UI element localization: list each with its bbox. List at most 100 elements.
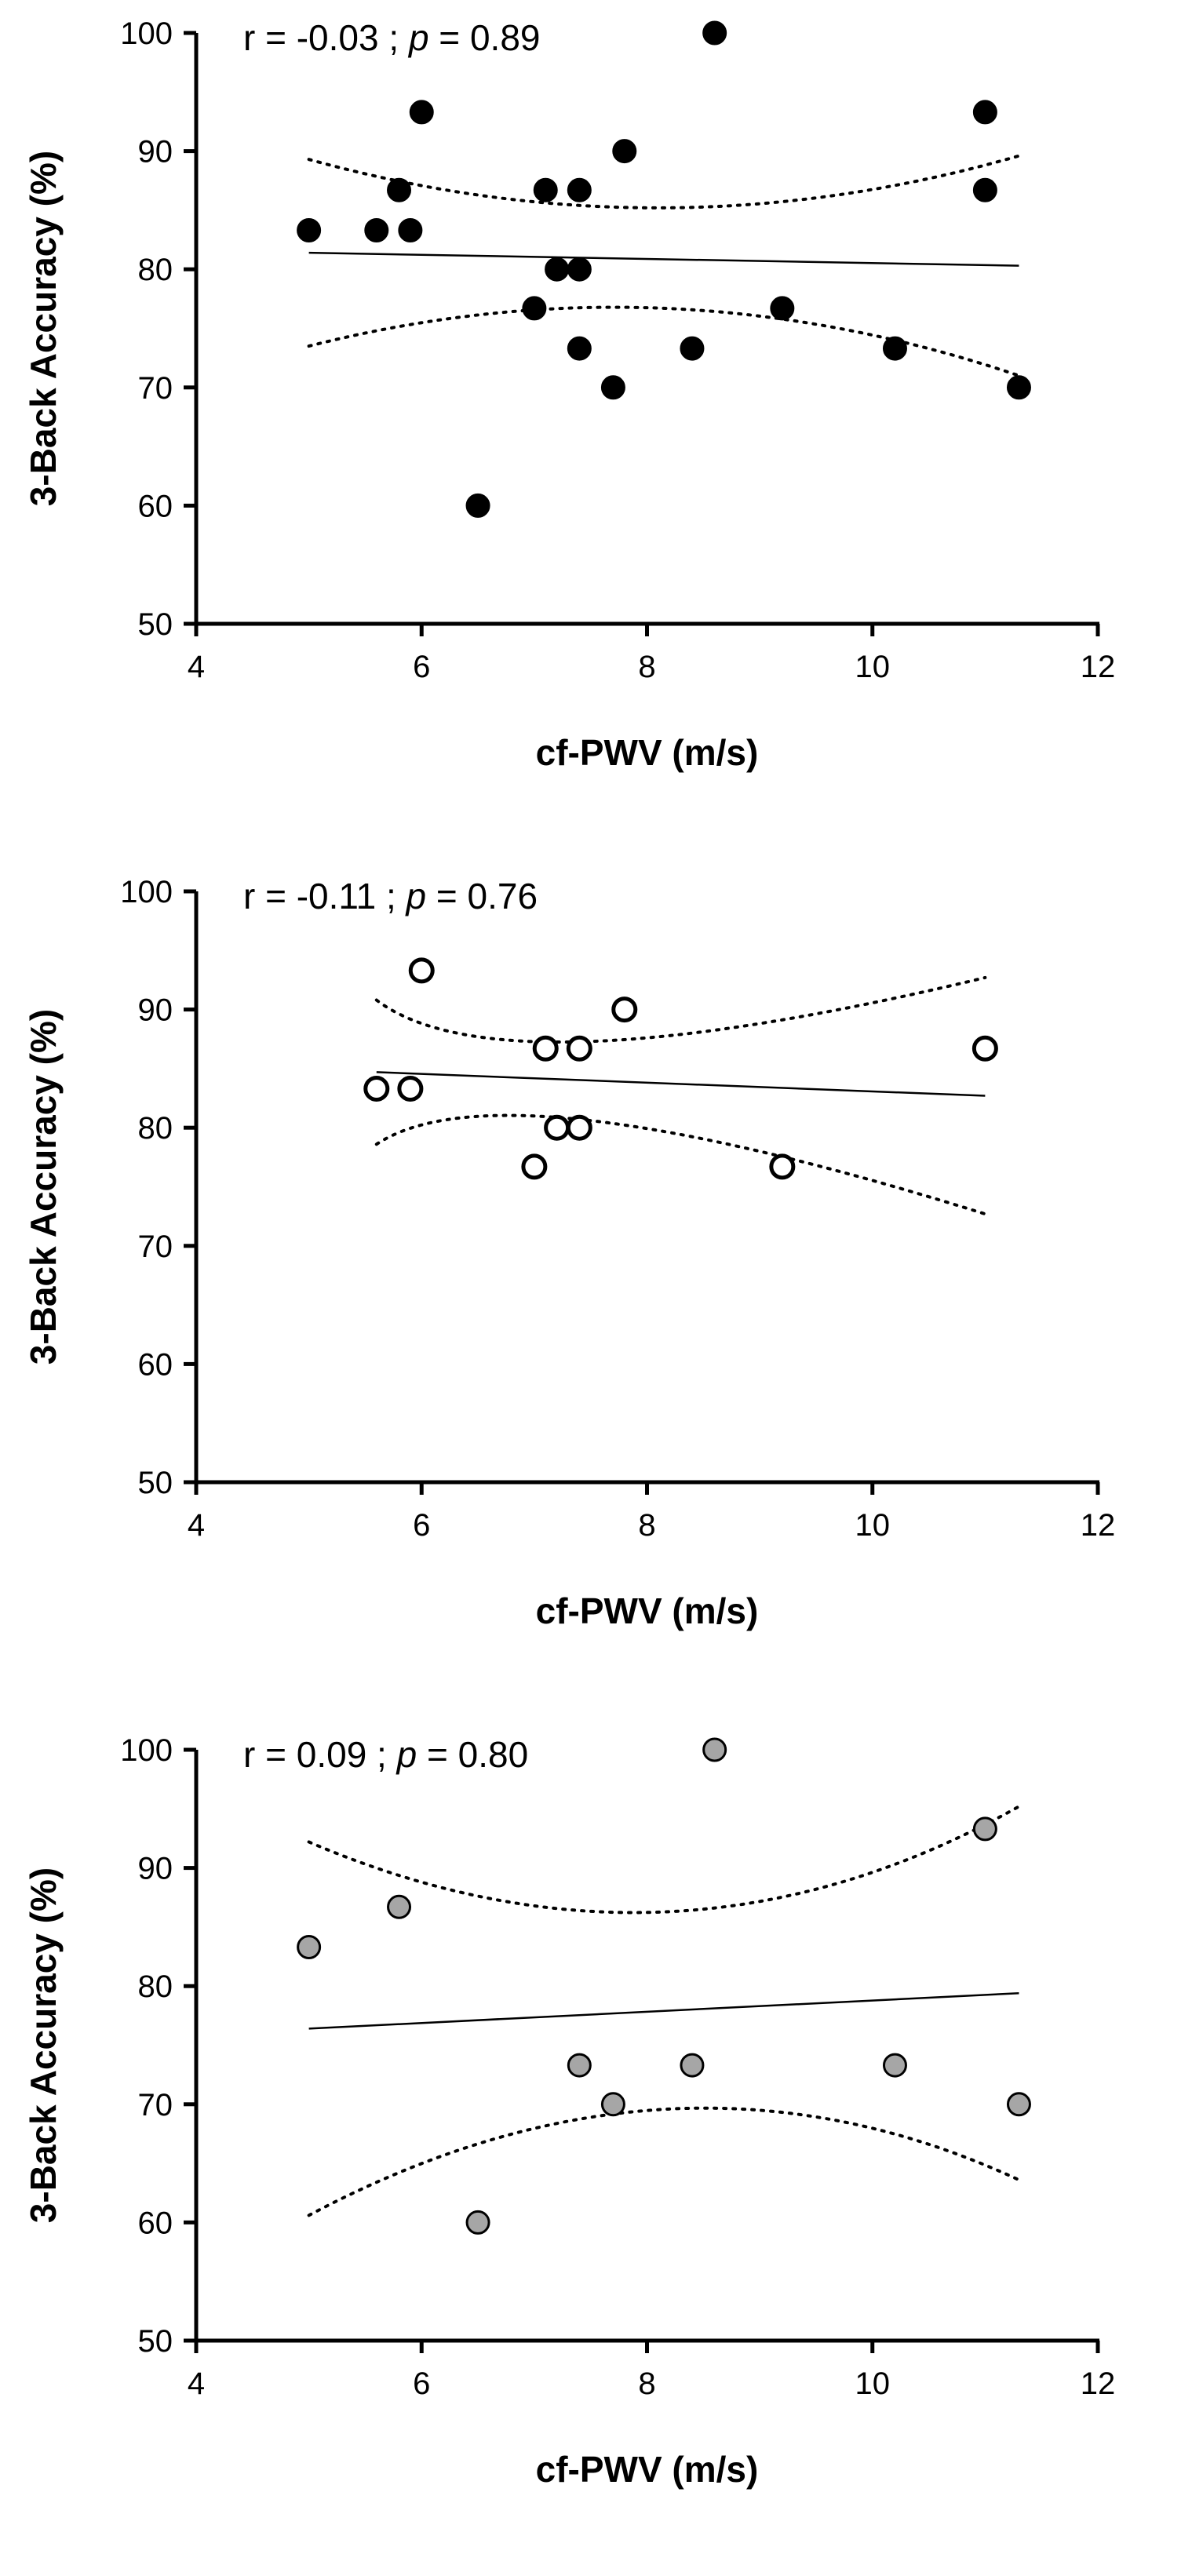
y-tick-label: 80 [138,1111,173,1146]
p-value: = 0.76 [426,876,538,916]
data-point [600,375,625,400]
x-tick-label: 12 [1081,2366,1116,2401]
y-tick-label: 100 [120,875,173,909]
scatter-panel-gray-markers: 50 60 70 80 90 100 4 6 8 10 12 cf-PWV (m/s) 3-Back A… [23,1733,1116,2490]
y-tick-label: 100 [120,16,173,51]
data-point [702,1737,727,1762]
data-point [408,957,435,984]
data-point [567,336,592,361]
p-symbol: p [407,17,429,58]
correlation-annotation: r = -0.03 ; p = 0.89 [243,17,540,58]
y-tick-label: 70 [138,371,173,406]
correlation-annotation: r = 0.09 ; p = 0.80 [243,1734,528,1775]
data-point [972,1816,997,1842]
data-point [770,296,795,321]
x-tick-label: 12 [1081,1508,1116,1543]
data-point [612,139,637,164]
scatter-panel-all: 50 60 70 80 90 100 4 6 8 10 12 cf-PWV (m/s) 3-Back A… [23,16,1116,773]
r-value: r = -0.03 ; [243,17,409,58]
y-tick-label: 80 [138,1969,173,2004]
data-point [702,20,727,46]
ci-lower-band [374,1113,987,1216]
data-point [567,257,592,282]
x-tick-label: 8 [638,1508,655,1543]
y-tick-label: 50 [138,1466,173,1500]
p-symbol: p [396,1734,417,1775]
x-tick-label: 4 [188,1508,205,1543]
ci-upper-band [374,975,987,1044]
data-point [567,177,592,202]
x-tick-label: 12 [1081,650,1116,684]
data-point [409,100,434,125]
p-value: = 0.80 [417,1734,528,1775]
x-tick-label: 6 [413,1508,430,1543]
data-point [567,2053,592,2078]
data-point [521,1153,548,1180]
data-point [545,257,570,282]
x-tick-label: 8 [638,650,655,684]
data-point [600,2092,625,2117]
data-point [882,2053,907,2078]
data-point [1006,375,1031,400]
y-tick-label: 90 [138,135,173,169]
y-tick-label: 90 [138,993,173,1028]
data-point [971,1035,998,1062]
regression-line [308,1991,1019,2030]
y-tick-label: 60 [138,489,173,523]
y-tick-label: 50 [138,2324,173,2359]
x-tick-label: 10 [855,1508,891,1543]
p-value: = 0.89 [429,17,541,58]
p-symbol: p [405,876,427,916]
data-point [297,218,322,243]
ci-lower-band [307,305,1021,377]
data-point [522,296,547,321]
x-axis-label: cf-PWV (m/s) [536,1590,759,1631]
r-value: r = -0.11 ; [243,876,406,916]
y-tick-label: 70 [138,2088,173,2122]
data-point [882,336,907,361]
data-point [533,177,558,202]
regression-line [376,1071,986,1097]
data-point [387,1894,412,1919]
data-point [972,100,997,125]
y-tick-label: 60 [138,1347,173,1382]
data-point [364,218,389,243]
data-point [1006,2092,1031,2117]
x-tick-label: 6 [413,650,430,684]
y-tick-label: 100 [120,1733,173,1768]
x-tick-label: 10 [855,2366,891,2401]
y-axis-label: 3-Back Accuracy (%) [23,1009,64,1365]
data-point [611,997,638,1023]
y-tick-label: 60 [138,2206,173,2240]
r-value: r = 0.09 ; [243,1734,397,1775]
data-point [544,1114,570,1141]
x-tick-label: 10 [855,650,891,684]
y-axis-label: 3-Back Accuracy (%) [23,1867,64,2223]
data-point [769,1153,796,1180]
y-tick-label: 50 [138,607,173,642]
y-tick-label: 90 [138,1852,173,1886]
x-tick-label: 4 [188,2366,205,2401]
ci-lower-band [307,2106,1021,2217]
data-point [566,1114,592,1141]
x-tick-label: 4 [188,650,205,684]
x-axis-label: cf-PWV (m/s) [536,732,759,773]
x-tick-label: 8 [638,2366,655,2401]
x-axis-label: cf-PWV (m/s) [536,2449,759,2490]
scatter-panel-open-markers: 50 60 70 80 90 100 4 6 8 10 12 cf-PWV (m/s) 3-Back A… [23,875,1116,1631]
data-point [363,1076,390,1102]
data-point [398,218,423,243]
x-tick-label: 6 [413,2366,430,2401]
regression-line [308,251,1019,267]
data-point [297,1935,322,1960]
data-point [972,177,997,202]
data-point [680,336,705,361]
data-point [387,177,412,202]
data-point [465,493,490,518]
data-point [680,2053,705,2078]
ci-upper-band [307,154,1021,210]
data-point [566,1035,592,1062]
y-tick-label: 80 [138,253,173,287]
y-tick-label: 70 [138,1230,173,1264]
data-point [397,1076,424,1102]
